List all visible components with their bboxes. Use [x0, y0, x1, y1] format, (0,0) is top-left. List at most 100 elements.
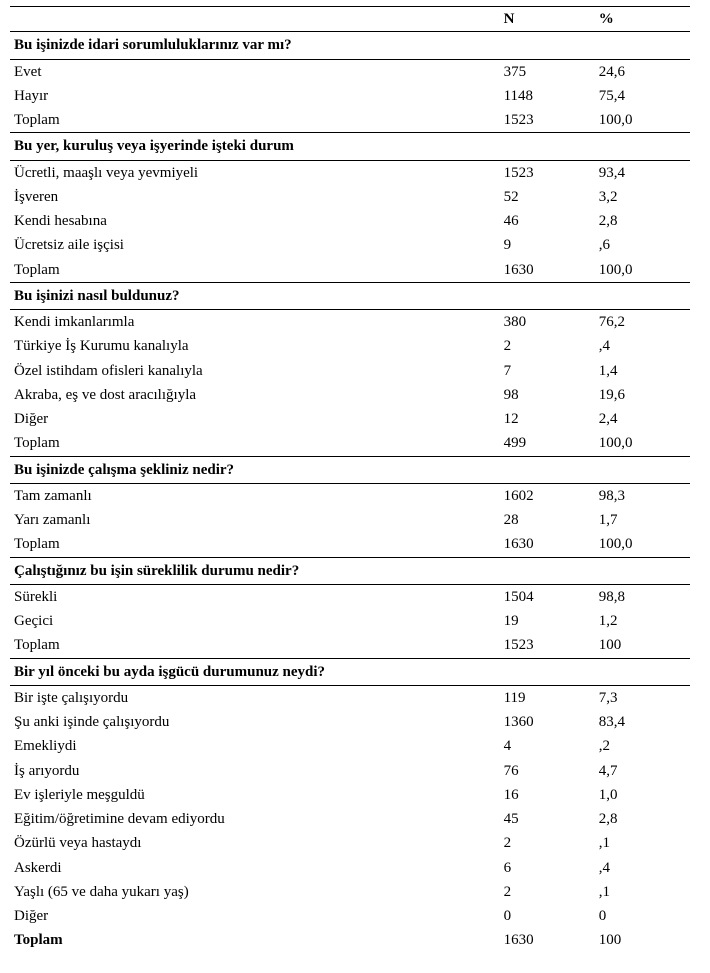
- row-pct: 100: [595, 633, 690, 658]
- row-pct: 100,0: [595, 431, 690, 456]
- row-pct: 76,2: [595, 310, 690, 335]
- row-n: 76: [500, 759, 595, 783]
- row-n: 9: [500, 233, 595, 257]
- row-pct: 3,2: [595, 185, 690, 209]
- row-label: Bir işte çalışıyordu: [10, 685, 500, 710]
- table-row: Ücretsiz aile işçisi9,6: [10, 233, 690, 257]
- row-pct: ,4: [595, 856, 690, 880]
- row-pct: ,1: [595, 880, 690, 904]
- row-n: 2: [500, 334, 595, 358]
- row-label: Ücretsiz aile işçisi: [10, 233, 500, 257]
- table-row: Ücretli, maaşlı veya yevmiyeli152393,4: [10, 160, 690, 185]
- section-title: Bu yer, kuruluş veya işyerinde işteki du…: [10, 133, 690, 160]
- table-row: Akraba, eş ve dost aracılığıyla9819,6: [10, 383, 690, 407]
- row-pct: ,2: [595, 734, 690, 758]
- table-row: Geçici191,2: [10, 609, 690, 633]
- row-n: 98: [500, 383, 595, 407]
- row-label: Şu anki işinde çalışıyordu: [10, 710, 500, 734]
- row-n: 1523: [500, 160, 595, 185]
- row-label: Kendi imkanlarımla: [10, 310, 500, 335]
- row-pct: ,6: [595, 233, 690, 257]
- table-page: N % Bu işinizde idari sorumluluklarınız …: [0, 0, 710, 973]
- row-n: 19: [500, 609, 595, 633]
- table-row: Toplam499100,0: [10, 431, 690, 456]
- row-pct: 1,4: [595, 359, 690, 383]
- row-pct: ,4: [595, 334, 690, 358]
- row-n: 1148: [500, 84, 595, 108]
- row-n: 1523: [500, 108, 595, 133]
- header-n: N: [500, 7, 595, 32]
- section-title: Çalıştığınız bu işin süreklilik durumu n…: [10, 557, 690, 584]
- row-label: Hayır: [10, 84, 500, 108]
- row-label: Yaşlı (65 ve daha yukarı yaş): [10, 880, 500, 904]
- row-label: Kendi hesabına: [10, 209, 500, 233]
- row-label: Sürekli: [10, 584, 500, 609]
- row-pct: 1,2: [595, 609, 690, 633]
- table-row: Tam zamanlı160298,3: [10, 483, 690, 508]
- header-blank: [10, 7, 500, 32]
- section-header: Bu yer, kuruluş veya işyerinde işteki du…: [10, 133, 690, 160]
- row-label: Özel istihdam ofisleri kanalıyla: [10, 359, 500, 383]
- section-title: Bir yıl önceki bu ayda işgücü durumunuz …: [10, 658, 690, 685]
- row-pct: 0: [595, 904, 690, 928]
- row-pct: 93,4: [595, 160, 690, 185]
- row-label: Diğer: [10, 407, 500, 431]
- row-label: Evet: [10, 59, 500, 84]
- section-header: Bu işinizde çalışma şekliniz nedir?: [10, 456, 690, 483]
- section-header: Bu işinizi nasıl buldunuz?: [10, 282, 690, 309]
- row-n: 375: [500, 59, 595, 84]
- table-row: Kendi hesabına462,8: [10, 209, 690, 233]
- table-row: Hayır114875,4: [10, 84, 690, 108]
- section-header: Çalıştığınız bu işin süreklilik durumu n…: [10, 557, 690, 584]
- row-n: 119: [500, 685, 595, 710]
- row-label: Ücretli, maaşlı veya yevmiyeli: [10, 160, 500, 185]
- row-label: Yarı zamanlı: [10, 508, 500, 532]
- row-n: 4: [500, 734, 595, 758]
- table-row: Toplam1523100: [10, 633, 690, 658]
- row-pct: 1,0: [595, 783, 690, 807]
- row-n: 0: [500, 904, 595, 928]
- row-pct: 100,0: [595, 532, 690, 557]
- table-row: Ev işleriyle meşguldü161,0: [10, 783, 690, 807]
- row-label: Toplam: [10, 532, 500, 557]
- table-row: Bir işte çalışıyordu1197,3: [10, 685, 690, 710]
- row-label: Diğer: [10, 904, 500, 928]
- row-pct: 75,4: [595, 84, 690, 108]
- table-row: İşveren523,2: [10, 185, 690, 209]
- table-row: Yarı zamanlı281,7: [10, 508, 690, 532]
- row-pct: 100,0: [595, 108, 690, 133]
- row-pct: ,1: [595, 831, 690, 855]
- row-pct: 1,7: [595, 508, 690, 532]
- table-row: Türkiye İş Kurumu kanalıyla2,4: [10, 334, 690, 358]
- row-n: 16: [500, 783, 595, 807]
- row-label: İş arıyordu: [10, 759, 500, 783]
- row-n: 12: [500, 407, 595, 431]
- row-n: 1630: [500, 258, 595, 283]
- row-n: 1602: [500, 483, 595, 508]
- row-label: Toplam: [10, 633, 500, 658]
- row-n: 7: [500, 359, 595, 383]
- table-row: Emekliydi4,2: [10, 734, 690, 758]
- section-header: Bir yıl önceki bu ayda işgücü durumunuz …: [10, 658, 690, 685]
- row-n: 1523: [500, 633, 595, 658]
- row-pct: 98,8: [595, 584, 690, 609]
- row-n: 1630: [500, 532, 595, 557]
- table-row: İş arıyordu764,7: [10, 759, 690, 783]
- table-row: Özürlü veya hastaydı2,1: [10, 831, 690, 855]
- row-n: 52: [500, 185, 595, 209]
- section-header: Bu işinizde idari sorumluluklarınız var …: [10, 32, 690, 59]
- table-row: Toplam1630100: [10, 928, 690, 952]
- table-row: Kendi imkanlarımla38076,2: [10, 310, 690, 335]
- table-row: Şu anki işinde çalışıyordu136083,4: [10, 710, 690, 734]
- row-n: 6: [500, 856, 595, 880]
- row-n: 1360: [500, 710, 595, 734]
- row-n: 28: [500, 508, 595, 532]
- row-label: İşveren: [10, 185, 500, 209]
- row-pct: 83,4: [595, 710, 690, 734]
- row-label: Türkiye İş Kurumu kanalıyla: [10, 334, 500, 358]
- table-row: Diğer122,4: [10, 407, 690, 431]
- table-row: Sürekli150498,8: [10, 584, 690, 609]
- row-label: Toplam: [10, 431, 500, 456]
- row-label: Tam zamanlı: [10, 483, 500, 508]
- header-row: N %: [10, 7, 690, 32]
